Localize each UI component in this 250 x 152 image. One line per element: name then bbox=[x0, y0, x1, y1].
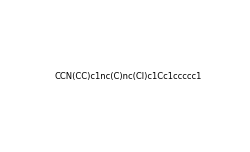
Text: CCN(CC)c1nc(C)nc(Cl)c1Cc1ccccc1: CCN(CC)c1nc(C)nc(Cl)c1Cc1ccccc1 bbox=[54, 72, 202, 81]
